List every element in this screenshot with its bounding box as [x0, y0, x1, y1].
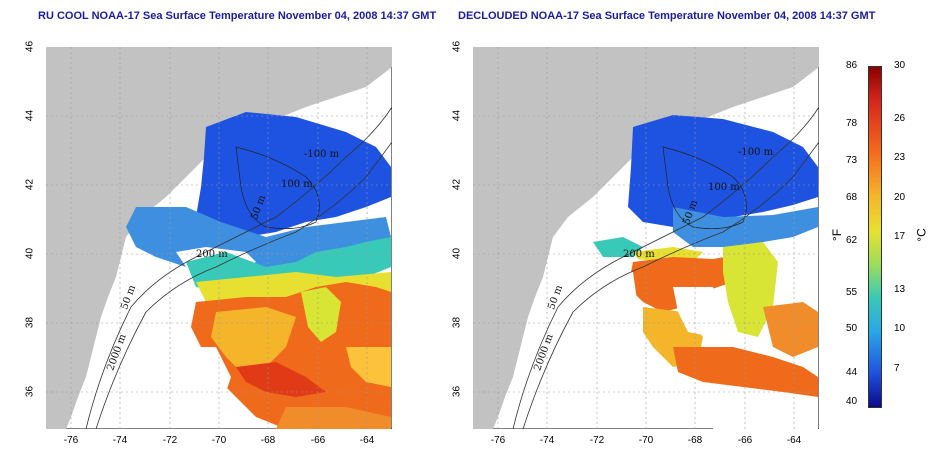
- latitude-tick-label: 38: [24, 316, 36, 329]
- longitude-tick-label: -74: [112, 435, 128, 446]
- fahrenheit-tick-label: 86: [846, 60, 858, 71]
- longitude-tick-label: -66: [737, 435, 753, 446]
- longitude-tick-label: -68: [687, 435, 703, 446]
- right-map-canvas: [473, 47, 819, 429]
- left-sst-map: -100 m 100 m 200 m 50 m 2000 m 50 m: [46, 47, 392, 429]
- celsius-tick-label: 7: [894, 362, 900, 374]
- longitude-tick-label: -76: [63, 435, 79, 446]
- latitude-tick-label: 36: [24, 385, 36, 398]
- latitude-tick-label: 38: [451, 316, 463, 329]
- celsius-tick-label: 13: [894, 283, 906, 295]
- fahrenheit-tick-label: 50: [846, 323, 858, 335]
- temperature-colorbar: [868, 66, 882, 408]
- longitude-tick-label: -74: [539, 435, 555, 446]
- fahrenheit-tick-label: 40: [846, 396, 858, 408]
- contour-label: -100 m: [738, 147, 774, 158]
- celsius-tick-label: 17: [894, 231, 906, 242]
- longitude-tick-label: -72: [162, 435, 178, 446]
- right-map-title: DECLOUDED NOAA-17 Sea Surface Temperatur…: [458, 10, 876, 22]
- longitude-tick-label: -72: [589, 435, 605, 446]
- longitude-tick-label: -64: [786, 435, 802, 446]
- celsius-tick-label: 20: [894, 191, 906, 203]
- latitude-tick-label: 40: [451, 247, 463, 260]
- left-map-canvas: [46, 47, 392, 429]
- longitude-tick-label: -76: [490, 435, 506, 446]
- latitude-tick-label: 46: [451, 40, 463, 53]
- longitude-tick-label: -70: [638, 435, 654, 446]
- contour-label: 100 m: [708, 182, 740, 193]
- latitude-tick-label: 42: [24, 178, 36, 191]
- latitude-tick-label: 44: [24, 109, 36, 122]
- longitude-tick-label: -70: [211, 435, 227, 446]
- celsius-tick-label: 23: [894, 152, 906, 164]
- celsius-tick-label: 30: [894, 60, 906, 71]
- longitude-tick-label: -64: [359, 435, 375, 446]
- latitude-tick-label: 40: [24, 247, 36, 260]
- contour-label: 100 m: [281, 179, 313, 190]
- celsius-tick-label: 10: [894, 323, 906, 335]
- fahrenheit-tick-label: 62: [846, 235, 858, 247]
- right-sst-map: -100 m 100 m 200 m 50 m 2000 m 50 m: [473, 47, 819, 429]
- contour-label: -100 m: [304, 149, 340, 160]
- contour-label: 200 m: [623, 249, 655, 260]
- left-map-title: RU COOL NOAA-17 Sea Surface Temperature …: [38, 10, 437, 22]
- fahrenheit-tick-label: 68: [846, 191, 858, 203]
- latitude-tick-label: 46: [24, 40, 36, 53]
- celsius-tick-label: 26: [894, 112, 906, 124]
- fahrenheit-tick-label: 55: [846, 286, 858, 298]
- celsius-unit-label: °C: [914, 228, 929, 242]
- fahrenheit-tick-label: 44: [846, 366, 858, 378]
- latitude-tick-label: 42: [451, 178, 463, 191]
- latitude-tick-label: 36: [451, 385, 463, 398]
- fahrenheit-tick-label: 78: [846, 118, 858, 130]
- fahrenheit-tick-label: 73: [846, 155, 858, 166]
- longitude-tick-label: -68: [260, 435, 276, 446]
- contour-label: 200 m: [196, 249, 228, 260]
- longitude-tick-label: -66: [310, 435, 326, 446]
- fahrenheit-unit-label: °F: [830, 228, 845, 242]
- latitude-tick-label: 44: [451, 109, 463, 122]
